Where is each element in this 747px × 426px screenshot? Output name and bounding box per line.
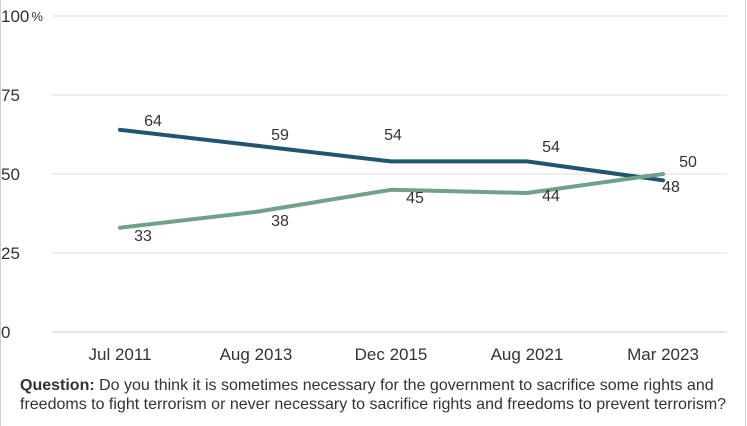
data-label: 48: [662, 179, 680, 196]
data-labels: 64 59 54 54 48 33 38 45 44 50: [134, 113, 697, 245]
y-tick-label: 100%: [1, 7, 43, 26]
series-lines: [118, 127, 665, 230]
data-label: 54: [542, 139, 560, 156]
x-tick-label: Jul 2011: [88, 345, 151, 364]
data-label: 59: [271, 127, 289, 144]
line-chart: 0 25 50 75 100% Jul 2011 Aug 2013 Dec 2015 Aug …: [1, 7, 727, 364]
x-axis: Jul 2011 Aug 2013 Dec 2015 Aug 2021 Mar 2023: [52, 331, 727, 364]
data-label: 44: [542, 188, 560, 205]
series-line-1: [118, 127, 665, 183]
data-label: 54: [384, 127, 402, 144]
data-label: 64: [144, 113, 162, 130]
x-tick-label: Dec 2015: [355, 345, 428, 364]
question-label: Question:: [20, 377, 95, 394]
data-label: 50: [679, 154, 697, 171]
data-label: 33: [134, 228, 152, 245]
x-tick-label: Aug 2021: [491, 345, 564, 364]
question-text: Question: Do you think it is sometimes n…: [20, 376, 730, 414]
y-axis-ticks: 0 25 50 75 100%: [1, 7, 43, 342]
x-tick-label: Aug 2013: [220, 345, 293, 364]
y-tick-label: 0: [1, 323, 10, 342]
y-tick-label: 50: [1, 165, 20, 184]
y-tick-label: 75: [1, 86, 20, 105]
data-label: 45: [406, 190, 424, 207]
x-tick-label: Mar 2023: [627, 345, 699, 364]
question-body: Do you think it is sometimes necessary f…: [20, 377, 727, 413]
data-label: 38: [271, 213, 289, 230]
y-tick-label: 25: [1, 244, 20, 263]
series-line-2: [118, 172, 665, 230]
